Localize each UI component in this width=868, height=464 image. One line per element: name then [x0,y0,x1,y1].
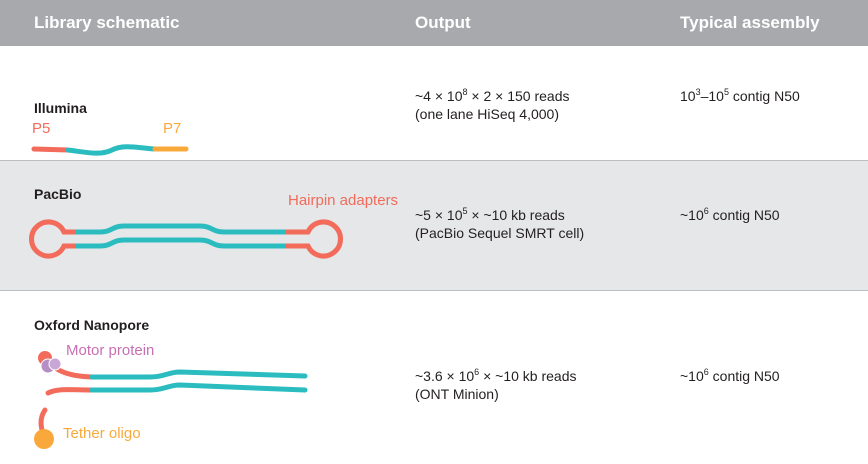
text-segment: ~4 × 10 [415,88,463,104]
text-segment: contig N50 [708,207,780,223]
superscript: 8 [462,87,468,97]
row-divider [0,160,868,161]
column-header: Output [415,13,471,32]
assembly-text: ~106 contig N50 [680,205,780,225]
text-segment: ~10 [680,207,704,223]
text-segment: contig N50 [728,88,800,104]
superscript: 5 [723,87,729,97]
superscript: 6 [474,367,480,377]
row [0,46,868,160]
text-segment: (PacBio Sequel SMRT cell) [415,225,585,241]
superscript: 6 [703,206,709,216]
row-divider [0,290,868,291]
pacbio-schematic [29,219,343,259]
column-header: Library schematic [34,13,180,32]
superscript: 6 [703,367,709,377]
text-segment: ~5 × 10 [415,207,463,223]
superscript: 3 [695,87,701,97]
header-row [0,0,868,46]
text-segment: –10 [700,88,724,104]
text-segment: × ~10 kb reads [479,368,577,384]
label-p7: P7 [163,120,181,137]
motor-protein-icon [48,357,62,371]
output-text: (PacBio Sequel SMRT cell) [415,223,584,243]
text-segment: × 2 × 150 reads [467,88,570,104]
text-segment: (ONT Minion) [415,386,499,402]
output-text: ~3.6 × 106 × ~10 kb reads [415,366,576,386]
text-segment: × ~10 kb reads [467,207,565,223]
platform-name: PacBio [34,186,82,202]
text-segment: ~10 [680,368,704,384]
text-segment: (one lane HiSeq 4,000) [415,106,559,122]
output-text: ~4 × 108 × 2 × 150 reads [415,86,569,106]
illumina-schematic [31,144,189,156]
platform-name: Illumina [34,100,87,116]
label-hairpin: Hairpin adapters [288,192,398,209]
text-segment: 10 [680,88,696,104]
platform-name: Oxford Nanopore [34,317,150,333]
output-text: ~5 × 105 × ~10 kb reads [415,205,565,225]
text-segment: ~3.6 × 10 [415,368,475,384]
label-p5: P5 [32,120,50,137]
superscript: 5 [462,206,468,216]
output-text: (one lane HiSeq 4,000) [415,104,559,124]
assembly-text: ~106 contig N50 [680,366,780,386]
label-motor-protein: Motor protein [66,342,154,359]
column-header: Typical assembly [680,13,820,32]
tether-oligo-icon [34,429,54,449]
output-text: (ONT Minion) [415,384,499,404]
assembly-text: 103–105 contig N50 [680,86,800,106]
label-tether-oligo: Tether oligo [63,425,141,442]
text-segment: contig N50 [708,368,780,384]
